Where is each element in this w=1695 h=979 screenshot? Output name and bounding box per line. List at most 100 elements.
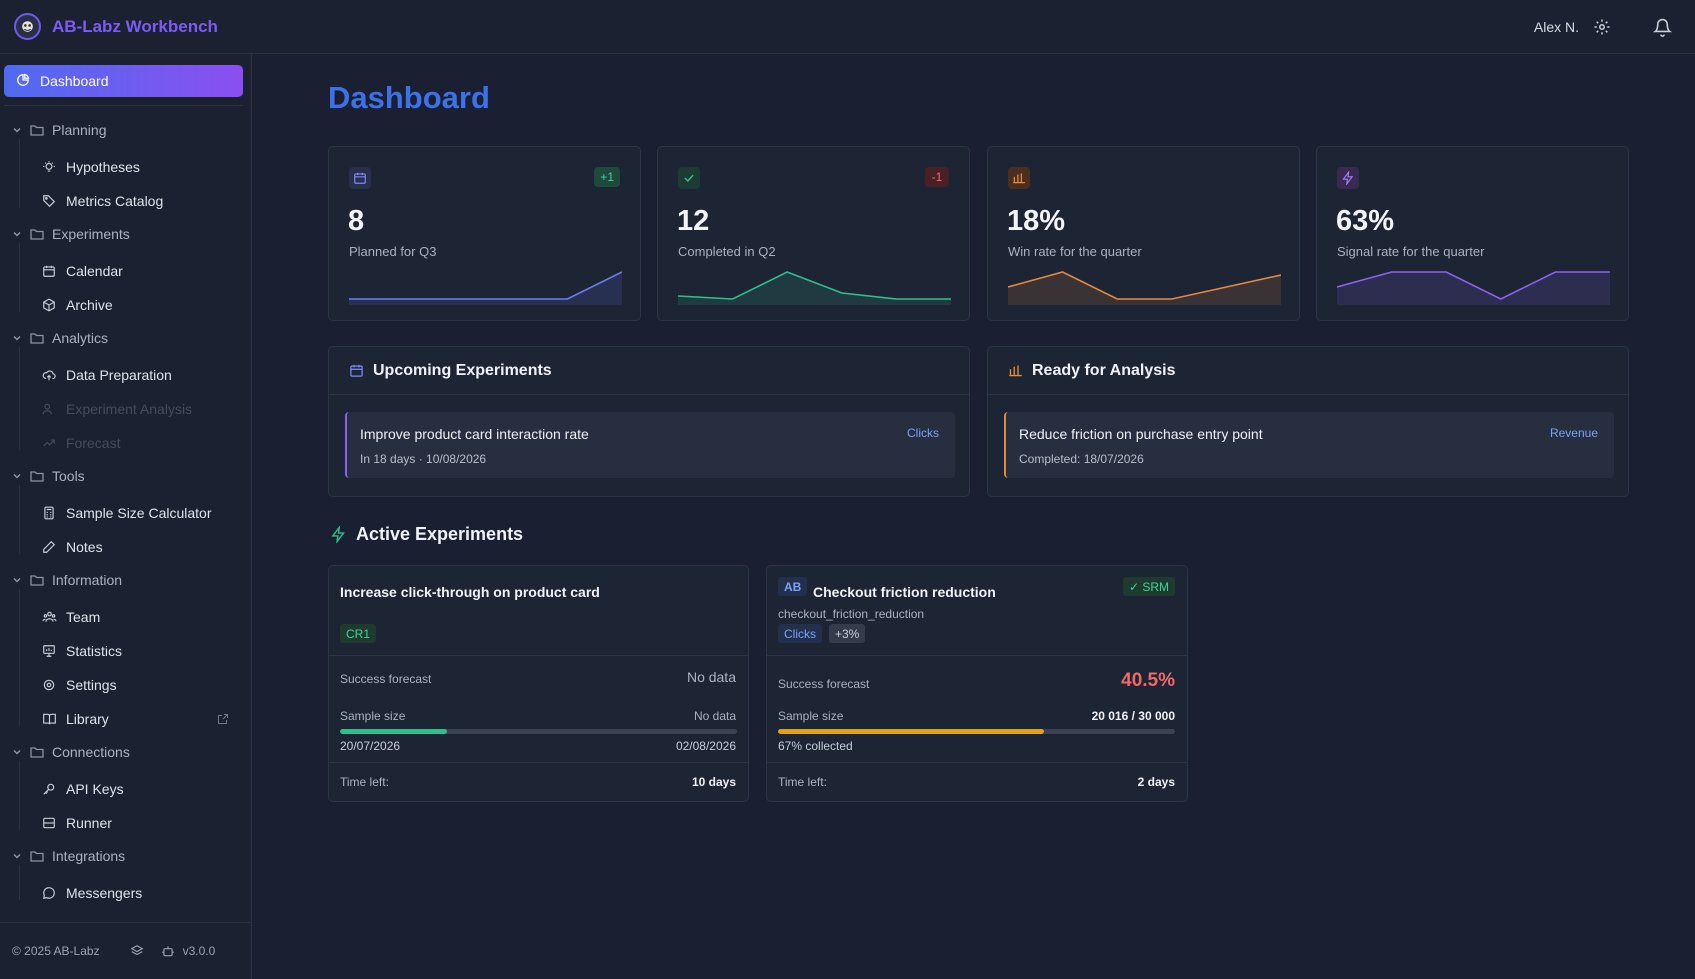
robot-icon[interactable] bbox=[161, 944, 175, 958]
sparkline-area bbox=[349, 272, 622, 305]
chevron-down-icon bbox=[12, 575, 24, 585]
divider bbox=[767, 655, 1187, 656]
folder-icon bbox=[30, 574, 44, 586]
panel-header: Ready for Analysis bbox=[988, 347, 1628, 395]
sidebar-item-team[interactable]: Team bbox=[41, 606, 100, 628]
srm-badge: ✓ SRM bbox=[1122, 577, 1175, 596]
sidebar-item-data-preparation[interactable]: Data Preparation bbox=[41, 364, 172, 386]
box-icon bbox=[41, 298, 57, 312]
experiment-title: Checkout friction reduction bbox=[813, 584, 996, 600]
user-name[interactable]: Alex N. bbox=[1533, 19, 1579, 35]
bell-icon[interactable] bbox=[1651, 16, 1673, 38]
time-left-label: Time left: bbox=[340, 775, 389, 789]
upcoming-experiments-panel: Upcoming Experiments Improve product car… bbox=[328, 346, 970, 497]
upcoming-experiment-item[interactable]: Improve product card interaction rate In… bbox=[345, 412, 955, 478]
calendar-icon bbox=[349, 167, 371, 189]
sidebar-item-settings[interactable]: Settings bbox=[41, 674, 117, 696]
sidebar-group-label: Analytics bbox=[52, 330, 109, 346]
sidebar-item-api-keys[interactable]: API Keys bbox=[41, 778, 124, 800]
sidebar-group-planning[interactable]: Planning bbox=[12, 120, 107, 140]
sidebar-group-tools[interactable]: Tools bbox=[12, 466, 85, 486]
chevron-down-icon bbox=[12, 747, 24, 757]
sidebar-item-notes[interactable]: Notes bbox=[41, 536, 103, 558]
sidebar-item-messengers[interactable]: Messengers bbox=[41, 882, 142, 904]
calendar-icon bbox=[41, 264, 57, 278]
sidebar-item-calendar[interactable]: Calendar bbox=[41, 260, 123, 282]
sidebar-group-analytics[interactable]: Analytics bbox=[12, 328, 108, 348]
gear-icon[interactable] bbox=[1591, 16, 1613, 38]
sidebar-item-metrics-catalog[interactable]: Metrics Catalog bbox=[41, 190, 163, 212]
team-icon bbox=[41, 610, 57, 624]
lightning-icon bbox=[1337, 167, 1359, 189]
sidebar-group-label: Experiments bbox=[52, 226, 130, 242]
sidebar-item-label: Sample Size Calculator bbox=[66, 505, 212, 521]
stat-value: 8 bbox=[348, 205, 365, 237]
external-link-icon[interactable] bbox=[217, 712, 229, 728]
sidebar-item-label: Team bbox=[66, 609, 101, 625]
sidebar-item-runner[interactable]: Runner bbox=[41, 812, 112, 834]
experiment-title: Improve product card interaction rate bbox=[360, 426, 589, 442]
sidebar-item-label: Data Preparation bbox=[66, 367, 172, 383]
stat-value: 12 bbox=[677, 205, 710, 237]
time-left-value: 2 days bbox=[1137, 775, 1175, 789]
stat-card: -1 12 Completed in Q2 bbox=[657, 146, 970, 321]
gear-icon bbox=[41, 678, 57, 692]
time-left-label: Time left: bbox=[778, 775, 827, 789]
sidebar-item-label: Statistics bbox=[66, 643, 123, 659]
sidebar-group-experiments[interactable]: Experiments bbox=[12, 224, 130, 244]
sidebar-item-label: Experiment Analysis bbox=[66, 401, 193, 417]
sidebar-item-sample-size-calculator[interactable]: Sample Size Calculator bbox=[41, 502, 212, 524]
stat-label: Signal rate for the quarter bbox=[1337, 244, 1485, 259]
sidebar-item-forecast: Forecast bbox=[41, 432, 120, 454]
sidebar-group-connections[interactable]: Connections bbox=[12, 742, 130, 762]
metric-tag: Clicks bbox=[907, 426, 939, 440]
sample-label: Sample size bbox=[340, 709, 406, 723]
sidebar-group-integrations[interactable]: Integrations bbox=[12, 846, 125, 866]
sidebar-item-archive[interactable]: Archive bbox=[41, 294, 113, 316]
sample-value: No data bbox=[693, 709, 736, 723]
panel-header: Upcoming Experiments bbox=[329, 347, 969, 395]
presentation-chart-icon bbox=[41, 644, 57, 658]
server-icon bbox=[41, 816, 57, 830]
active-experiment-card[interactable]: AB Checkout friction reduction ✓ SRM che… bbox=[766, 565, 1188, 802]
chevron-down-icon bbox=[12, 125, 24, 135]
divider bbox=[767, 762, 1187, 763]
delta-badge: +1 bbox=[594, 167, 620, 187]
sidebar-item-label: Archive bbox=[66, 297, 113, 313]
sidebar-item-statistics[interactable]: Statistics bbox=[41, 640, 122, 662]
app-title: AB-Labz Workbench bbox=[52, 16, 218, 36]
top-bar: AB-Labz Workbench Alex N. bbox=[0, 0, 1695, 54]
sparkline-area bbox=[1337, 272, 1610, 305]
stat-card: 63% Signal rate for the quarter bbox=[1316, 146, 1629, 321]
sidebar-item-label: API Keys bbox=[66, 781, 124, 797]
nav-rail bbox=[19, 761, 20, 830]
divider bbox=[329, 655, 748, 656]
sidebar-group-label: Integrations bbox=[52, 848, 126, 864]
forecast-value: No data bbox=[686, 669, 736, 685]
sidebar-group-information[interactable]: Information bbox=[12, 570, 122, 590]
users-icon bbox=[41, 402, 57, 416]
ready-for-analysis-panel: Ready for Analysis Reduce friction on pu… bbox=[987, 346, 1629, 497]
active-experiment-card[interactable]: Increase click-through on product card C… bbox=[328, 565, 749, 802]
sidebar-item-dashboard[interactable]: Dashboard bbox=[4, 65, 243, 97]
experiment-schedule: In 18 days · 10/08/2026 bbox=[360, 452, 487, 466]
layers-icon[interactable] bbox=[130, 944, 144, 958]
chevron-down-icon bbox=[12, 229, 24, 239]
sidebar-item-hypotheses[interactable]: Hypotheses bbox=[41, 156, 140, 178]
experiment-completed: Completed: 18/07/2026 bbox=[1019, 452, 1144, 466]
stat-card: +1 8 Planned for Q3 bbox=[328, 146, 641, 321]
sidebar-item-library[interactable]: Library bbox=[41, 708, 109, 730]
sidebar-item-label: Hypotheses bbox=[66, 159, 140, 175]
folder-icon bbox=[30, 470, 44, 482]
brand[interactable]: AB-Labz Workbench bbox=[14, 13, 218, 40]
ready-experiment-item[interactable]: Reduce friction on purchase entry point … bbox=[1004, 412, 1614, 478]
sparkline-line bbox=[678, 271, 951, 300]
tag-icon bbox=[41, 194, 57, 208]
bar-chart-icon bbox=[1008, 363, 1023, 378]
sidebar-item-label: Calendar bbox=[66, 263, 123, 279]
lightning-icon bbox=[330, 526, 347, 543]
sample-progress-bar bbox=[778, 729, 1175, 734]
experiment-title: Increase click-through on product card bbox=[340, 584, 600, 600]
sidebar-divider bbox=[4, 105, 243, 106]
folder-icon bbox=[30, 332, 44, 344]
